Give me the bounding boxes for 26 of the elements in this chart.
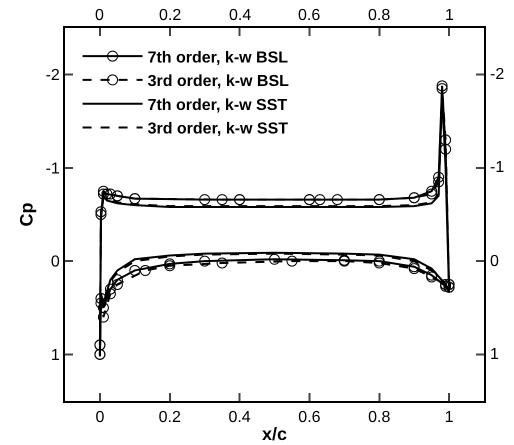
x-axis-title: x/c (262, 424, 288, 444)
legend-label: 3rd order, k-w SST (148, 120, 288, 138)
x-tick-label: 0.4 (229, 7, 252, 24)
y-tick-label: 0 (50, 254, 60, 271)
y-tick-label: 1 (50, 346, 60, 364)
x-tick-label: 0.6 (298, 7, 320, 24)
x2-tick-label: 0.2 (158, 409, 181, 426)
y2-tick-label: -2 (490, 66, 504, 83)
x2-tick-label: 0 (95, 409, 104, 426)
legend-label: 7th order, k-w BSL (148, 49, 288, 66)
x-tick-label: 0.8 (368, 7, 390, 24)
x2-tick-label: 0.8 (368, 409, 390, 426)
y2-tick-label: 1 (490, 346, 499, 363)
x2-tick-label: 0.4 (228, 409, 251, 426)
x-tick-label: 0 (95, 7, 104, 24)
legend-label: 7th order, k-w SST (148, 96, 288, 114)
x2-tick-label: 0.6 (298, 409, 321, 426)
y-tick-label: -2 (46, 67, 60, 84)
y-axis-title: Cp (16, 202, 36, 226)
legend-label: 3rd order, k-w BSL (148, 73, 290, 90)
y2-tick-label: -1 (490, 159, 504, 176)
x2-tick-label: 1 (444, 409, 454, 426)
y2-tick-label: 0 (490, 253, 499, 270)
y-tick-label: -1 (46, 160, 60, 178)
x-tick-label: 1 (445, 7, 454, 24)
x-tick-label: 0.2 (159, 7, 182, 24)
